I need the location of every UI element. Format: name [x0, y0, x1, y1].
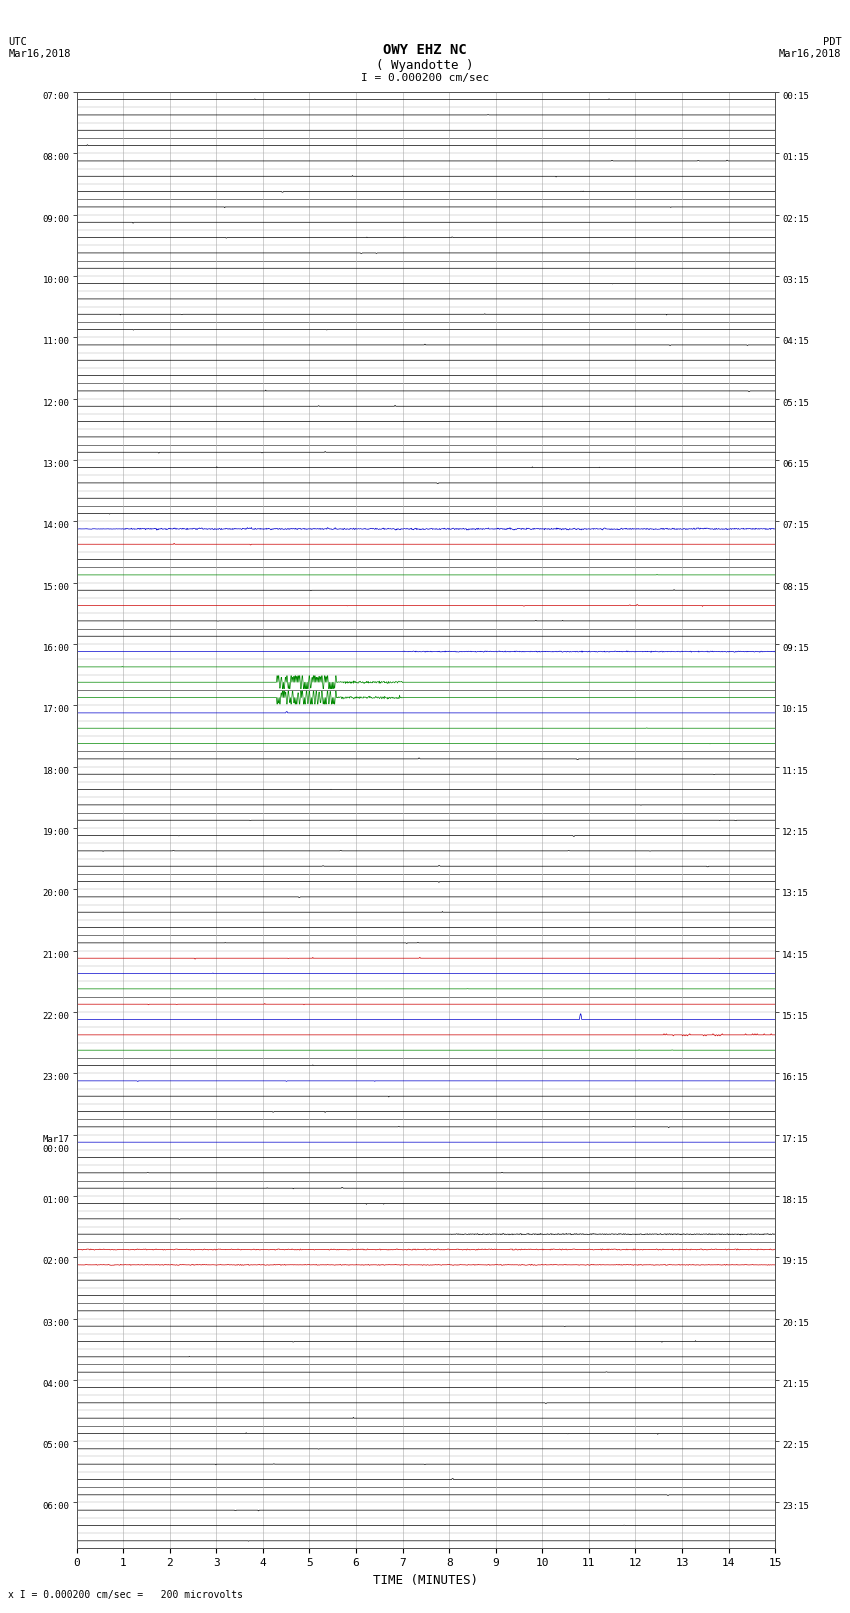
Text: x I = 0.000200 cm/sec =   200 microvolts: x I = 0.000200 cm/sec = 200 microvolts — [8, 1590, 243, 1600]
Text: PDT
Mar16,2018: PDT Mar16,2018 — [779, 37, 842, 58]
Text: I = 0.000200 cm/sec: I = 0.000200 cm/sec — [361, 73, 489, 84]
Text: ( Wyandotte ): ( Wyandotte ) — [377, 58, 473, 73]
Text: UTC
Mar16,2018: UTC Mar16,2018 — [8, 37, 71, 58]
Text: OWY EHZ NC: OWY EHZ NC — [383, 44, 467, 56]
X-axis label: TIME (MINUTES): TIME (MINUTES) — [373, 1574, 479, 1587]
